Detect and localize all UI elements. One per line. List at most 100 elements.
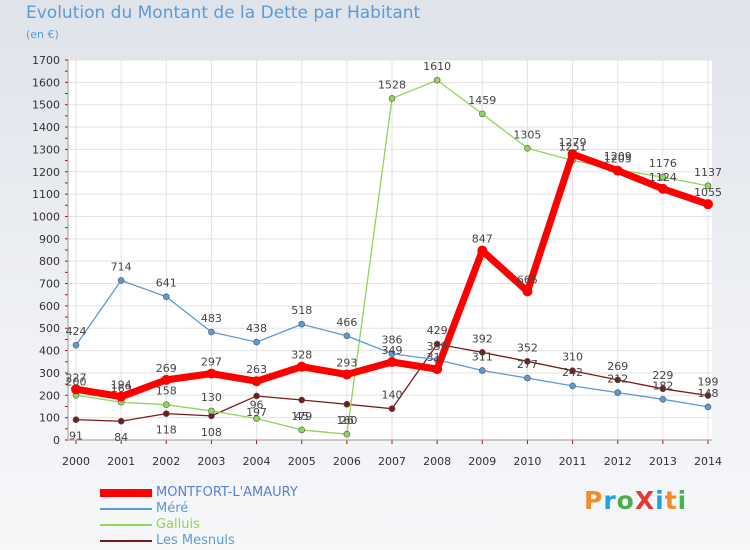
data-label: 182 xyxy=(652,379,673,392)
data-point xyxy=(116,391,127,402)
data-point xyxy=(659,385,667,393)
data-label: 518 xyxy=(291,304,312,317)
data-label: 1279 xyxy=(559,136,587,149)
legend-swatch xyxy=(100,540,152,542)
data-point xyxy=(522,286,533,297)
legend-label: Méré xyxy=(156,501,189,516)
data-point xyxy=(703,199,713,210)
data-point xyxy=(478,349,486,356)
x-tick-label: 2003 xyxy=(197,455,225,468)
data-label: 179 xyxy=(291,410,312,423)
data-point xyxy=(433,340,441,348)
data-label: 1205 xyxy=(604,153,632,166)
data-point xyxy=(659,396,667,403)
y-tick-label: 900 xyxy=(39,233,60,246)
data-point xyxy=(298,396,306,404)
x-tick-label: 2013 xyxy=(649,455,677,468)
data-label: 212 xyxy=(607,373,628,386)
data-label: 45 xyxy=(295,410,309,423)
data-label: 197 xyxy=(246,406,267,419)
x-tick-label: 2006 xyxy=(333,455,361,468)
y-tick-label: 1100 xyxy=(32,188,60,201)
data-label: 641 xyxy=(156,277,177,290)
data-label: 847 xyxy=(472,233,493,246)
y-tick-label: 600 xyxy=(39,300,60,313)
brand-letter: i xyxy=(677,486,688,515)
y-tick-label: 400 xyxy=(39,345,60,358)
y-tick-label: 200 xyxy=(39,389,60,402)
data-label: 229 xyxy=(652,369,673,382)
data-label: 438 xyxy=(246,322,267,335)
data-label: 200 xyxy=(66,375,87,388)
data-label: 429 xyxy=(427,324,448,337)
x-tick-label: 2007 xyxy=(378,455,406,468)
data-point xyxy=(253,338,260,346)
data-label: 277 xyxy=(517,358,538,371)
data-point xyxy=(117,277,125,284)
y-tick-label: 1200 xyxy=(32,166,60,179)
data-point xyxy=(704,392,712,399)
data-point xyxy=(388,405,396,413)
legend-swatch xyxy=(100,489,152,497)
brand-letter: o xyxy=(616,486,635,515)
data-label: 466 xyxy=(336,316,357,329)
y-tick-label: 1400 xyxy=(32,121,60,134)
data-point xyxy=(569,367,576,375)
data-label: 1124 xyxy=(649,171,677,184)
y-tick-label: 1500 xyxy=(32,99,60,112)
data-point xyxy=(117,417,125,425)
data-point xyxy=(341,369,352,380)
y-tick-label: 300 xyxy=(39,367,60,380)
data-point xyxy=(387,356,397,367)
legend-label: MONTFORT-L'AMAURY xyxy=(156,485,298,500)
data-point xyxy=(657,183,668,194)
data-label: 263 xyxy=(246,363,267,376)
brand-letter: X xyxy=(634,486,656,515)
y-tick-label: 1600 xyxy=(32,76,60,89)
data-label: 84 xyxy=(114,431,128,444)
data-label: 1610 xyxy=(423,60,451,73)
data-point xyxy=(253,392,260,400)
data-point xyxy=(343,430,351,438)
data-label: 269 xyxy=(156,362,177,375)
data-point xyxy=(614,389,622,396)
data-point xyxy=(388,350,396,358)
data-point xyxy=(296,361,307,372)
y-tick-label: 800 xyxy=(39,255,60,268)
data-point xyxy=(72,341,80,349)
data-point xyxy=(161,374,172,385)
data-point xyxy=(432,364,443,375)
data-label: 359 xyxy=(427,340,448,353)
data-label: 1055 xyxy=(694,186,722,199)
data-point xyxy=(298,426,306,434)
y-tick-label: 0 xyxy=(53,434,60,447)
brand-letter: i xyxy=(655,486,665,515)
data-label: 91 xyxy=(69,430,83,443)
data-label: 1528 xyxy=(378,78,406,91)
y-tick-label: 1000 xyxy=(32,210,60,223)
y-tick-label: 1700 xyxy=(32,54,60,67)
x-tick-label: 2001 xyxy=(107,455,135,468)
data-label: 1176 xyxy=(649,157,677,170)
data-label: 328 xyxy=(291,349,312,362)
data-point xyxy=(71,384,81,395)
data-point xyxy=(253,415,260,422)
x-tick-label: 2014 xyxy=(694,455,722,468)
x-tick-label: 2012 xyxy=(604,455,632,468)
data-point xyxy=(162,410,170,417)
data-point xyxy=(162,293,170,301)
data-point xyxy=(162,401,170,408)
data-point xyxy=(524,374,531,382)
data-point xyxy=(298,320,306,328)
x-tick-label: 2010 xyxy=(513,455,541,468)
data-label: 194 xyxy=(111,379,132,392)
data-point xyxy=(478,110,486,118)
data-label: 714 xyxy=(111,260,132,273)
data-label: 1137 xyxy=(694,166,722,179)
data-label: 349 xyxy=(382,344,403,357)
data-label: 1459 xyxy=(468,94,496,107)
data-label: 293 xyxy=(336,357,357,370)
data-label: 160 xyxy=(336,414,357,427)
data-point xyxy=(614,376,622,384)
